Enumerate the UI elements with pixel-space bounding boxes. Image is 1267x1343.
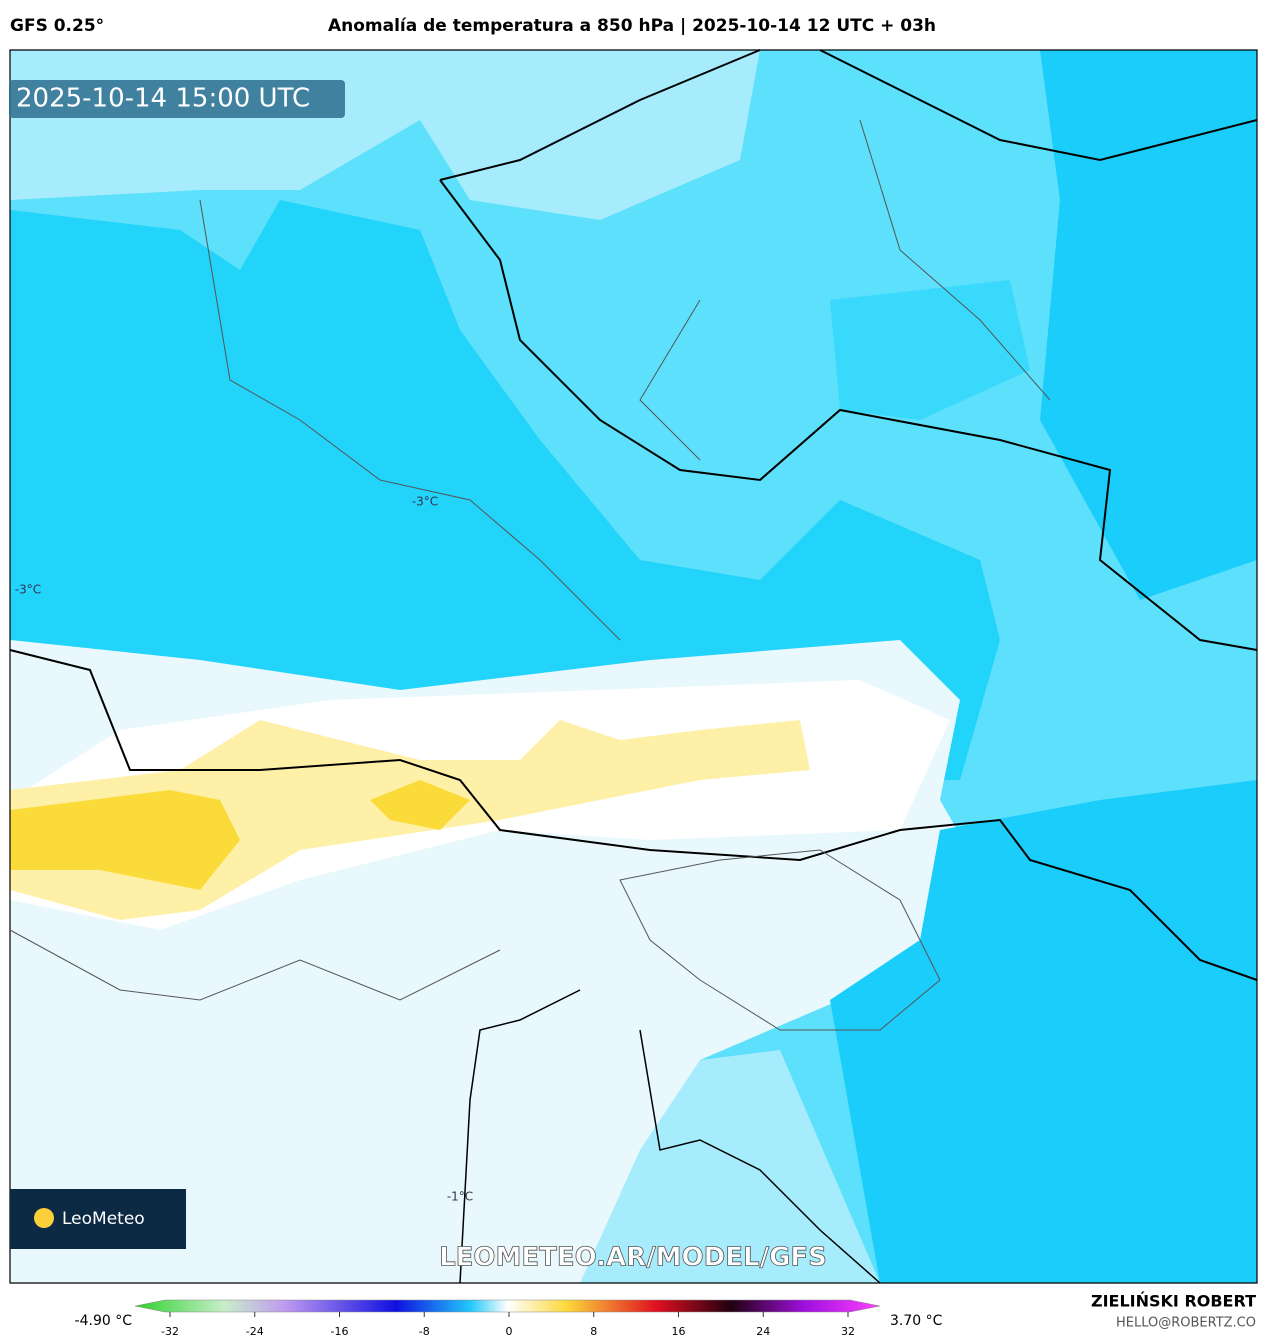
colorbar-tick-label: 16 xyxy=(672,1325,686,1338)
colorbar-tick-label: 8 xyxy=(590,1325,597,1338)
colorbar-ticks: -32 -24 -16 -8 0 8 16 24 32 xyxy=(161,1312,855,1338)
colorbar-tick-label: -16 xyxy=(331,1325,349,1338)
min-label: -4.90 °C xyxy=(75,1313,133,1329)
contour-label: -3°C xyxy=(15,583,41,597)
colorbar-tick-label: -8 xyxy=(419,1325,430,1338)
colorbar-tick-label: -24 xyxy=(246,1325,264,1338)
map: 2025-10-14 15:00 UTC -3°C -3°C -1°C LeoM… xyxy=(9,49,1258,1284)
colorbar-tick-label: -32 xyxy=(161,1325,179,1338)
colorbar-tick-label: 24 xyxy=(756,1325,770,1338)
title: Anomalía de temperatura a 850 hPa | 2025… xyxy=(328,16,936,36)
watermark: LEOMETEO.AR/MODEL/GFS xyxy=(439,1243,827,1273)
colorbar-tick-label: 0 xyxy=(506,1325,513,1338)
timestamp: 2025-10-14 15:00 UTC xyxy=(16,84,310,114)
colorbar xyxy=(134,1299,881,1313)
contact: HELLO@ROBERTZ.CO xyxy=(1116,1316,1256,1331)
contour-label: -3°C xyxy=(412,495,438,509)
author: ZIELIŃSKI ROBERT xyxy=(1091,1292,1256,1311)
logo: LeoMeteo xyxy=(62,1209,145,1229)
colorbar-tick-label: 32 xyxy=(841,1325,855,1338)
contour-label: -1°C xyxy=(447,1190,473,1204)
model-label: GFS 0.25° xyxy=(10,16,104,36)
max-label: 3.70 °C xyxy=(890,1313,943,1329)
